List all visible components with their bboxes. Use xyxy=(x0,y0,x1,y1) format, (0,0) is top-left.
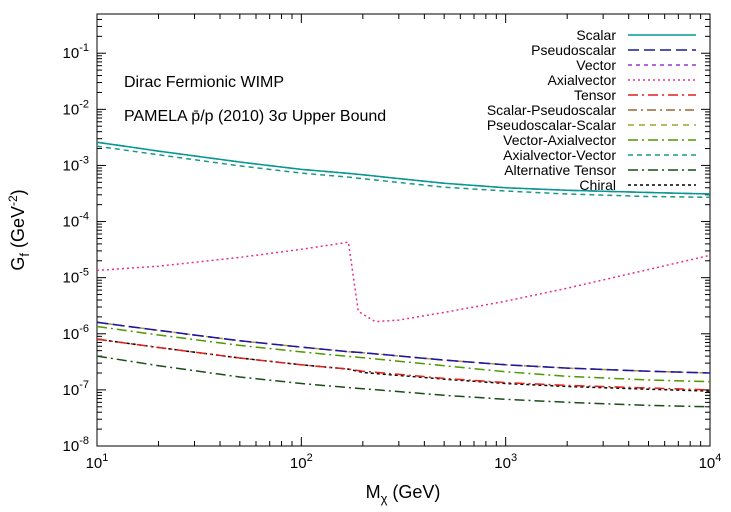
legend-label: Axialvector-Vector xyxy=(503,147,616,163)
y-tick-label: 10-4 xyxy=(63,211,89,231)
y-axis-label: Gf (GeV-2) xyxy=(6,189,32,270)
series-line-scalar-pseudoscalar xyxy=(96,141,711,195)
series-line-alternative-tensor xyxy=(96,355,711,408)
series-layer xyxy=(96,141,711,408)
legend-label: Scalar xyxy=(576,27,616,43)
y-tick-label: 10-5 xyxy=(63,267,89,287)
x-tick-label: 104 xyxy=(699,452,722,472)
legend-label: Chiral xyxy=(579,177,616,193)
legend-label: Tensor xyxy=(574,87,616,103)
legend-label: Vector-Axialvector xyxy=(503,132,616,148)
x-tick-label: 103 xyxy=(494,452,517,472)
legend-label: Alternative Tensor xyxy=(504,162,616,178)
y-tick-label: 10-8 xyxy=(63,435,89,455)
series-line-chiral xyxy=(96,338,711,392)
y-tick-label: 10-3 xyxy=(63,154,89,174)
y-tick-label: 10-2 xyxy=(63,98,89,118)
series-line-vector xyxy=(96,321,711,374)
legend-label: Pseudoscalar-Scalar xyxy=(487,117,617,133)
series-line-axialvector xyxy=(96,241,711,323)
x-tick-label: 102 xyxy=(290,452,313,472)
legend-label: Pseudoscalar xyxy=(531,42,616,58)
y-tick-label: 10-6 xyxy=(63,323,89,343)
x-axis-label: Mχ (GeV) xyxy=(366,482,441,506)
y-tick-label: 10-1 xyxy=(63,42,89,62)
series-line-scalar xyxy=(96,141,711,195)
series-line-axialvector-vector xyxy=(96,145,711,199)
annotation-model: Dirac Fermionic WIMP xyxy=(124,74,284,91)
legend: ScalarPseudoscalarVectorAxialvectorTenso… xyxy=(487,27,696,193)
axis-ticks: 101 102 103 104 10-8 10-7 10-6 10-5 10-4 10-3 10-2… xyxy=(63,13,722,472)
legend-label: Scalar-Pseudoscalar xyxy=(487,102,617,118)
series-line-pseudoscalar xyxy=(96,321,711,374)
x-tick-label: 101 xyxy=(86,452,109,472)
legend-label: Vector xyxy=(576,57,616,73)
series-line-pseudoscalar-scalar xyxy=(96,321,711,374)
legend-label: Axialvector xyxy=(548,72,617,88)
y-tick-label: 10-7 xyxy=(63,379,89,399)
series-line-tensor xyxy=(96,338,711,391)
annotation-bound: PAMELA p̄/p (2010) 3σ Upper Bound xyxy=(124,108,386,125)
series-line-vector-axialvector xyxy=(96,325,711,383)
